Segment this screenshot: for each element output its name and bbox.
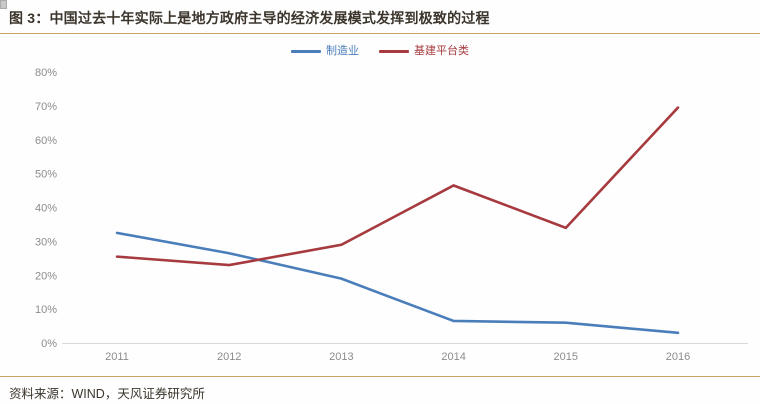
source-divider [0, 376, 760, 377]
legend-label-infrastructure: 基建平台类 [414, 45, 469, 57]
x-axis-tick-label: 2015 [554, 351, 578, 363]
x-axis-tick-label: 2011 [105, 351, 129, 363]
x-axis-tick-label: 2013 [329, 351, 353, 363]
chart-legend: 制造业 基建平台类 [0, 46, 760, 57]
legend-item-infrastructure: 基建平台类 [379, 46, 469, 57]
screen-corner-artifact [0, 0, 7, 9]
legend-label-manufacturing: 制造业 [326, 45, 359, 57]
figure-title: 图 3：中国过去十年实际上是地方政府主导的经济发展模式发挥到极致的过程 [9, 10, 490, 26]
series-line-infrastructure [115, 106, 680, 267]
y-axis-tick-label: 20% [35, 270, 57, 282]
y-axis-tick-label: 60% [35, 135, 57, 147]
source-note: 资料来源：WIND，天风证券研究所 [9, 387, 205, 401]
legend-line-swatch-infrastructure [379, 50, 409, 53]
y-axis-tick-label: 70% [35, 101, 57, 113]
y-axis-tick-label: 40% [35, 203, 57, 215]
x-axis-tick-label: 2016 [666, 351, 690, 363]
x-axis-tick-label: 2014 [441, 351, 465, 363]
title-divider [0, 33, 760, 34]
y-axis-tick-label: 30% [35, 236, 57, 248]
legend-item-manufacturing: 制造业 [291, 46, 359, 57]
legend-line-swatch-manufacturing [291, 50, 321, 53]
y-axis-tick-label: 50% [35, 169, 57, 181]
y-axis-tick-label: 10% [35, 304, 57, 316]
series-line-manufacturing [115, 231, 680, 335]
y-axis-tick-label: 0% [41, 338, 57, 350]
x-axis-tick-label: 2012 [217, 351, 241, 363]
y-axis-tick-label: 80% [35, 67, 57, 79]
